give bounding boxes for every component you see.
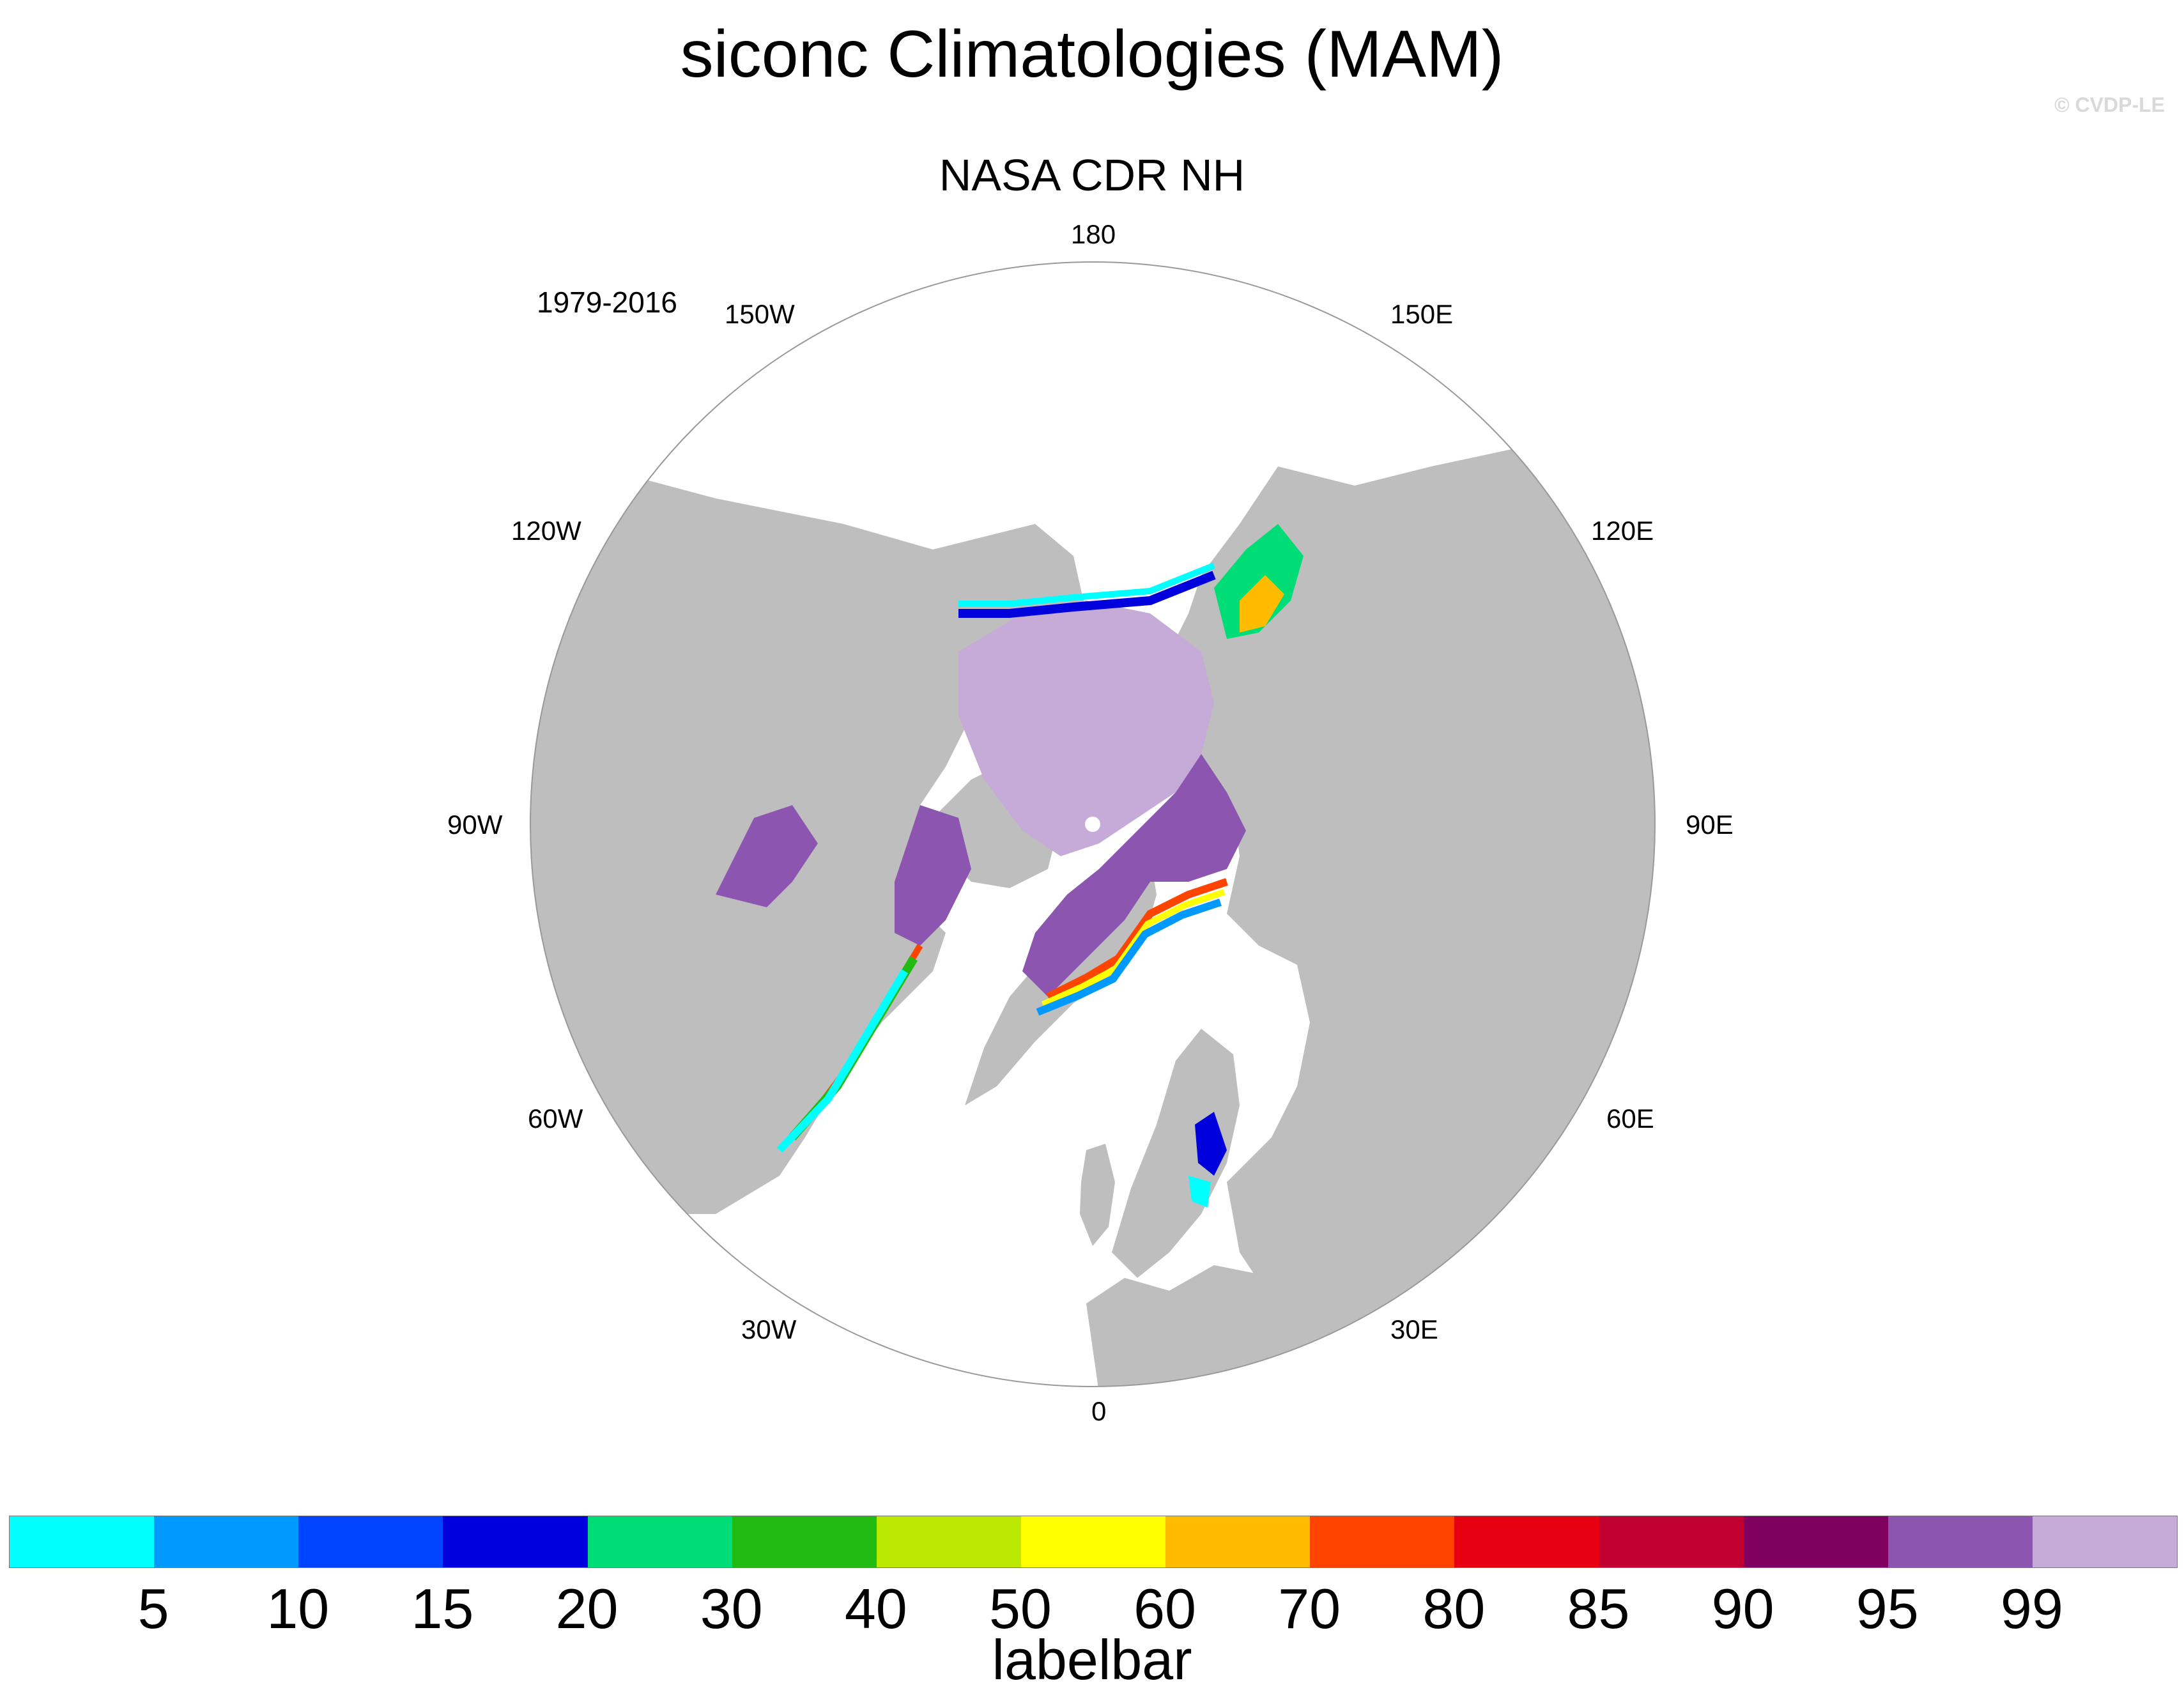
- lon-label-120e: 120E: [1591, 516, 1654, 546]
- ice-edge-bering-outer: [958, 562, 1215, 607]
- lon-label-90e: 90E: [1686, 810, 1734, 840]
- labelbar-box: [587, 1516, 732, 1567]
- ice-arctic-margin: [1022, 754, 1246, 997]
- labelbar-tick-label: 10: [266, 1577, 330, 1640]
- labelbar-tick-label: 15: [411, 1577, 474, 1640]
- ice-baffin-bay: [895, 805, 971, 946]
- pole-hole: [1085, 817, 1100, 832]
- map-boundary: [530, 261, 1656, 1387]
- labelbar-box: [154, 1516, 299, 1567]
- lon-label-60e: 60E: [1606, 1103, 1654, 1134]
- labelbar-tick-label: 90: [1711, 1577, 1774, 1640]
- lon-label-150e: 150E: [1390, 299, 1454, 329]
- labelbar-box: [1165, 1516, 1311, 1567]
- lon-label-30e: 30E: [1390, 1314, 1438, 1344]
- land-scandinavia: [1112, 1029, 1240, 1278]
- labelbar-tick-label: 85: [1567, 1577, 1630, 1640]
- labelbar-tick-label: 20: [555, 1577, 619, 1640]
- ice-edge-bering: [958, 571, 1216, 618]
- labelbar-tick-label: 99: [2000, 1577, 2063, 1640]
- labelbar-tick-label: 80: [1422, 1577, 1486, 1640]
- ice-edge-greenland-sea: [1046, 878, 1228, 1001]
- labelbar-tick-label: 70: [1278, 1577, 1341, 1640]
- labelbar-box: [1743, 1516, 1888, 1567]
- labelbar-box: [1454, 1516, 1599, 1567]
- land-eurasia: [1150, 447, 1655, 1387]
- ice-central-arctic: [958, 601, 1214, 856]
- copyright-label: © CVDP-LE: [2054, 93, 2165, 116]
- lon-label-30w: 30W: [741, 1314, 797, 1344]
- labelbar: [9, 1516, 2178, 1568]
- ice-edge-greenland-sea-far: [1036, 898, 1222, 1016]
- polar-map: [530, 261, 1656, 1387]
- labelbar-box: [1599, 1516, 1744, 1567]
- labelbar-box: [732, 1516, 877, 1567]
- labelbar-box: [1310, 1516, 1455, 1567]
- labelbar-box: [298, 1516, 443, 1567]
- ice-baltic-fringe: [1188, 1176, 1211, 1208]
- labelbar-box: [443, 1516, 588, 1567]
- labelbar-box: [1020, 1516, 1166, 1567]
- labelbar-box: [2032, 1516, 2178, 1567]
- labelbar-title: labelbar: [992, 1628, 1192, 1691]
- ice-edge-labrador-far: [776, 969, 909, 1153]
- ice-hudson-bay: [716, 805, 818, 907]
- lon-label-180: 180: [1071, 219, 1116, 249]
- map-subtitle: NASA CDR NH: [939, 150, 1245, 200]
- lon-label-150w: 150W: [725, 299, 795, 329]
- labelbar-tick-label: 60: [1134, 1577, 1197, 1640]
- labelbar-tick-label: 50: [988, 1577, 1052, 1640]
- labelbar-tick-label: 30: [700, 1577, 763, 1640]
- lon-label-0: 0: [1091, 1396, 1107, 1426]
- lon-label-60w: 60W: [528, 1103, 583, 1134]
- lon-label-90w: 90W: [447, 810, 503, 840]
- labelbar-box: [1888, 1516, 2033, 1567]
- ice-okhotsk-core: [1240, 575, 1284, 633]
- labelbar-tick-label: 40: [844, 1577, 907, 1640]
- lon-label-120w: 120W: [511, 516, 581, 546]
- period-label: 1979-2016: [537, 286, 677, 319]
- ice-baltic: [1195, 1112, 1227, 1176]
- land-britain: [1080, 1144, 1115, 1246]
- labelbar-box: [10, 1516, 155, 1567]
- ice-edge-greenland-sea-outer: [1041, 889, 1226, 1008]
- labelbar-tick-label: 95: [1856, 1577, 1919, 1640]
- labelbar-box: [876, 1516, 1021, 1567]
- chart-title: siconc Climatologies (MAM): [680, 17, 1504, 91]
- labelbar-tick-label: 5: [137, 1577, 169, 1640]
